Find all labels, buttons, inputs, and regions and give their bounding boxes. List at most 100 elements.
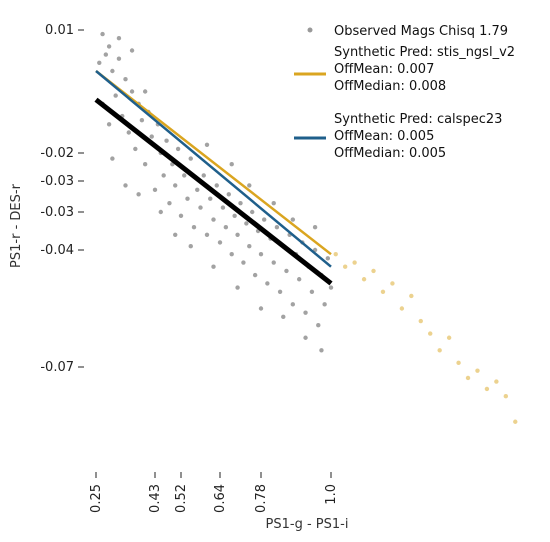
synthetic-point — [494, 379, 499, 384]
synthetic-point — [503, 394, 509, 399]
x-tick-label: 0.25 — [89, 484, 104, 513]
observed-point — [110, 156, 115, 161]
observed-point — [220, 205, 226, 210]
synthetic-point — [418, 318, 423, 324]
y-tick-label: -0.04 — [40, 243, 74, 258]
observed-fit-line — [94, 97, 333, 286]
legend: Observed Mags Chisq 1.79 Synthetic Pred:… — [294, 24, 515, 161]
y-tick-label: -0.02 — [40, 146, 74, 161]
observed-point — [113, 93, 118, 98]
observed-point — [103, 52, 109, 57]
observed-point — [312, 225, 318, 230]
observed-point — [250, 209, 255, 215]
observed-point — [328, 285, 334, 290]
synthetic-point — [428, 331, 433, 336]
observed-point — [217, 240, 223, 245]
observed-point — [191, 225, 197, 230]
observed-point — [261, 217, 267, 222]
synthetic-point — [371, 268, 376, 274]
observed-point — [188, 156, 193, 161]
y-tick-label: 0.01 — [45, 23, 74, 38]
observed-point — [158, 209, 163, 215]
synthetic-point — [484, 386, 490, 392]
observed-point — [142, 89, 148, 94]
observed-point — [232, 213, 237, 218]
observed-point — [204, 142, 210, 147]
observed-point — [182, 173, 187, 178]
legend-offmean-stis: OffMean: 0.007 — [334, 62, 434, 77]
x-tick-label: 1.0 — [324, 484, 339, 505]
legend-label-observed: Observed Mags Chisq 1.79 — [334, 24, 508, 39]
x-axis: 0.25 0.43 0.52 0.64 0.78 1.0 — [89, 472, 339, 513]
observed-point — [290, 217, 296, 222]
observed-point — [296, 277, 302, 282]
observed-point — [175, 146, 181, 152]
synthetic-point — [333, 251, 338, 257]
synthetic-point — [390, 281, 395, 286]
observed-point — [161, 173, 166, 178]
observed-point — [241, 260, 246, 265]
observed-point — [195, 187, 200, 193]
stis-fit-line — [95, 70, 332, 256]
x-tick-label: 0.43 — [148, 484, 163, 513]
observed-point — [252, 272, 258, 278]
observed-point — [265, 281, 270, 286]
observed-point — [129, 89, 135, 94]
observed-point — [123, 183, 128, 188]
y-tick-label: -0.03 — [40, 205, 74, 220]
y-axis: 0.01 -0.02 -0.03 -0.03 -0.04 -0.07 — [40, 23, 84, 375]
observed-point — [185, 196, 190, 201]
observed-point — [136, 192, 141, 197]
observed-point — [173, 232, 178, 237]
synthetic-point — [513, 419, 518, 424]
observed-point — [211, 217, 216, 222]
observed-point — [309, 289, 315, 294]
legend-offmean-calspec: OffMean: 0.005 — [334, 129, 434, 144]
y-axis-label: PS1-r - DES-r — [9, 183, 24, 268]
observed-point — [126, 130, 131, 135]
observed-point — [247, 183, 252, 188]
observed-point — [152, 187, 158, 193]
observed-point — [244, 221, 249, 226]
observed-point — [303, 335, 308, 340]
observed-point — [97, 60, 102, 65]
observed-point — [129, 48, 135, 53]
observed-point — [116, 36, 122, 41]
observed-point — [223, 225, 229, 230]
synthetic-point — [456, 360, 461, 366]
observed-point — [110, 68, 115, 74]
observed-point — [188, 244, 193, 249]
observed-point — [211, 264, 216, 269]
legend-label-calspec: Synthetic Pred: calspec23 — [334, 112, 502, 127]
observed-point — [173, 183, 178, 188]
observed-point — [164, 138, 169, 143]
observed-point — [229, 162, 234, 167]
observed-point — [277, 289, 283, 294]
synthetic-point — [437, 348, 442, 353]
observed-point — [258, 251, 264, 257]
observed-point — [116, 56, 122, 61]
observed-point — [281, 314, 286, 320]
observed-point — [226, 192, 231, 197]
observed-point — [139, 118, 145, 123]
observed-point — [235, 232, 240, 237]
observed-point — [198, 205, 203, 210]
observed-point — [258, 306, 264, 311]
observed-point — [284, 268, 289, 274]
observed-point — [214, 183, 219, 188]
synthetic-point — [361, 277, 367, 282]
observed-point — [167, 200, 172, 206]
observed-point — [290, 302, 296, 307]
observed-point — [274, 225, 280, 230]
legend-offmedian-stis: OffMedian: 0.008 — [334, 79, 446, 94]
observed-point — [235, 285, 240, 290]
observed-point — [208, 196, 213, 201]
calspec-fit-line — [95, 70, 332, 268]
legend-marker-observed — [307, 27, 313, 33]
y-tick-label: -0.03 — [40, 174, 74, 189]
legend-label-stis: Synthetic Pred: stis_ngsl_v2 — [334, 45, 515, 60]
observed-point — [316, 323, 321, 328]
observed-point — [149, 134, 154, 139]
observed-point — [133, 146, 138, 152]
